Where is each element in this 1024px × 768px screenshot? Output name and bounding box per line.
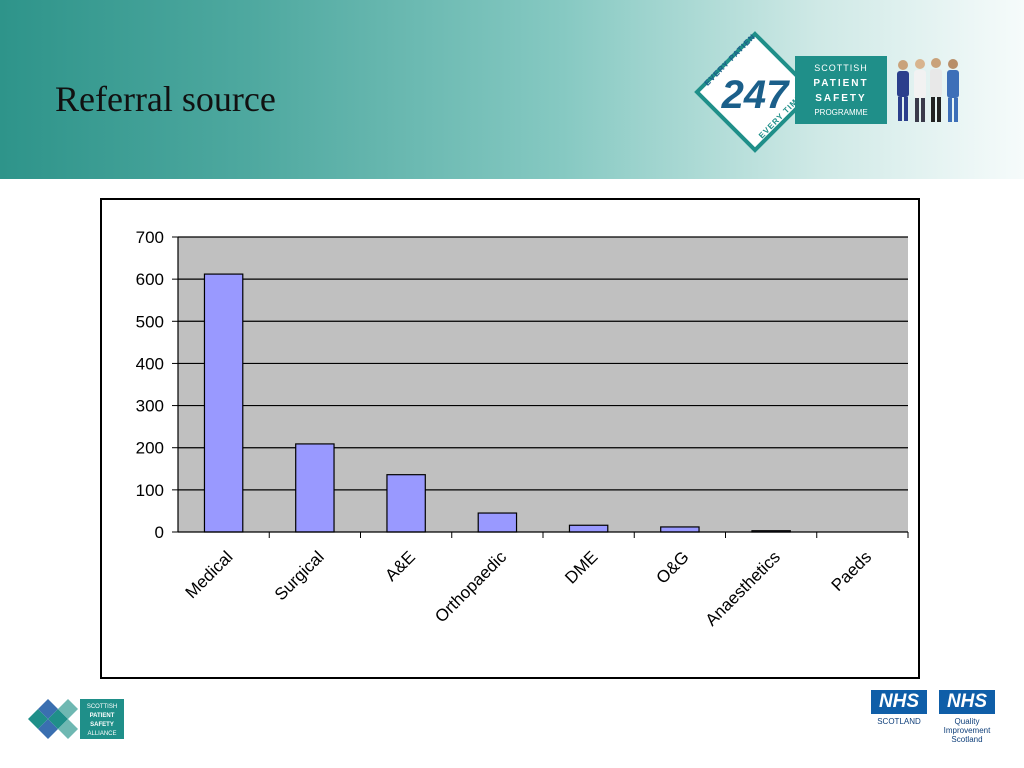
- alliance-line-4: ALLIANCE: [87, 731, 116, 737]
- x-tick-label: Medical: [182, 547, 237, 602]
- bar: [660, 526, 700, 533]
- woven-diamond-mark: [28, 699, 78, 739]
- y-tick-label: 200: [136, 439, 164, 458]
- x-tick-label: O&G: [653, 547, 693, 587]
- nhs-mark: NHS: [871, 690, 927, 714]
- x-tick-label: DME: [561, 547, 601, 587]
- y-tick-label: 100: [136, 481, 164, 500]
- qis-line-2: Improvement: [943, 726, 991, 735]
- x-tick-label: Anaesthetics: [702, 547, 784, 629]
- bar: [295, 443, 335, 533]
- programme-name-panel: [795, 56, 887, 124]
- chart-frame: 0 100 200 300 400 500 600 700 Medical Surgical A&E…: [100, 198, 920, 679]
- healthcare-staff-photo: [897, 58, 959, 122]
- bar: [568, 524, 609, 533]
- alliance-line-3: SAFETY: [90, 722, 114, 728]
- scottish-patient-safety-programme-logo: EVERY PATIENT EVERY TIME 247 SCOTTISH PA…: [680, 30, 887, 153]
- x-tick-label: Surgical: [271, 547, 328, 604]
- y-tick-label: 0: [155, 523, 164, 542]
- x-tick-label: Orthopaedic: [431, 547, 510, 626]
- nhs-scotland-logo: NHS SCOTLAND: [868, 690, 930, 732]
- nhs-mark: NHS: [939, 690, 995, 714]
- staff-figure-2: [914, 59, 926, 122]
- programme-line-3: SAFETY: [815, 93, 866, 104]
- nhs-scotland-name: SCOTLAND: [877, 717, 921, 726]
- staff-figure-1: [897, 60, 909, 121]
- x-tick-label: Paeds: [828, 547, 876, 595]
- x-tick-label: A&E: [381, 547, 418, 584]
- programme-line-2: PATIENT: [813, 78, 868, 89]
- scottish-patient-safety-alliance-logo: SCOTTISH PATIENT SAFETY ALLIANCE: [28, 699, 124, 739]
- y-tick-label: 600: [136, 270, 164, 289]
- qis-line-1: Quality: [954, 717, 980, 726]
- y-tick-label: 400: [136, 354, 164, 373]
- slide-title: Referral source: [55, 79, 276, 119]
- alliance-name-panel: [80, 699, 124, 739]
- qis-line-3: Scotland: [951, 735, 983, 744]
- bar: [477, 512, 518, 533]
- alliance-line-1: SCOTTISH: [87, 704, 117, 710]
- badge-number: 247: [721, 73, 790, 117]
- staff-figure-4: [947, 59, 959, 122]
- nhs-quality-improvement-scotland-logo: NHS Quality Improvement Scotland: [936, 690, 998, 748]
- referral-source-bar-chart: 0 100 200 300 400 500 600 700 Medical Surgical A&E…: [136, 228, 909, 630]
- bar: [203, 273, 244, 533]
- diamond-badge: [694, 31, 816, 153]
- alliance-line-2: PATIENT: [90, 713, 115, 719]
- slide-header: Referral source EVERY PATIENT EVERY TIME…: [0, 0, 1024, 179]
- programme-line-4: PROGRAMME: [814, 108, 867, 117]
- bar: [386, 474, 426, 533]
- programme-line-1: SCOTTISH: [814, 63, 868, 73]
- y-tick-label: 300: [136, 397, 164, 416]
- staff-figure-3: [930, 58, 942, 122]
- y-tick-label: 700: [136, 228, 164, 247]
- y-tick-label: 500: [136, 312, 164, 331]
- plot-area: [178, 237, 908, 532]
